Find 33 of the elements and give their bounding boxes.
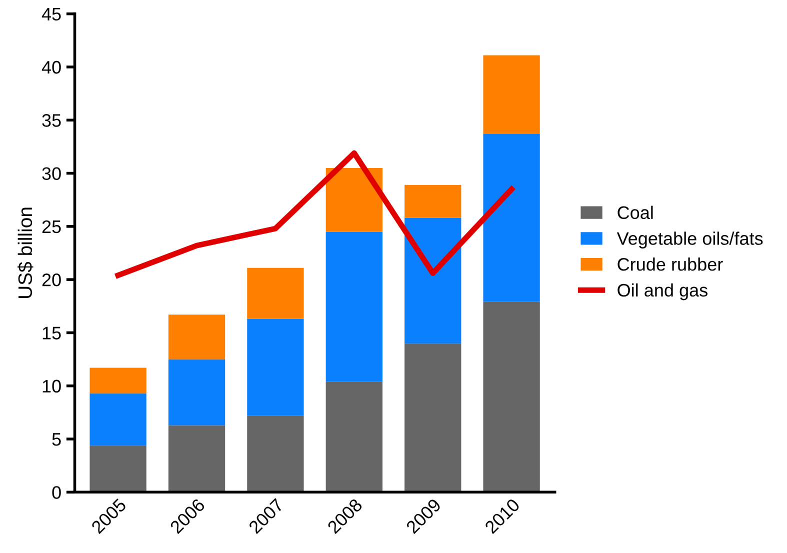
y-tick-label: 15 — [42, 326, 61, 340]
legend-label: Oil and gas — [618, 283, 708, 300]
y-tick-label: 25 — [42, 220, 61, 234]
bar — [404, 343, 462, 492]
y-tick-label: 10 — [42, 380, 61, 393]
bar — [90, 445, 146, 492]
bar — [247, 416, 304, 492]
legend-label: Vegetable oils/fats — [616, 232, 763, 248]
bar — [90, 393, 146, 446]
bar — [404, 184, 462, 218]
bar — [168, 359, 226, 426]
bar — [326, 232, 382, 382]
bar — [326, 168, 382, 232]
y-tick-label: 0 — [52, 486, 61, 499]
legend-label: Coal — [618, 206, 653, 220]
legend-label: Crude rubber — [618, 258, 723, 271]
y-tick-label: 35 — [42, 114, 61, 127]
y-tick-label: 40 — [42, 60, 61, 74]
bar — [168, 314, 226, 360]
bar — [90, 368, 146, 394]
y-tick-label: 45 — [42, 8, 61, 21]
y-tick-label: 5 — [52, 433, 61, 446]
bar — [483, 134, 540, 302]
bar — [168, 425, 226, 492]
y-axis-title: US$ billion — [18, 208, 34, 298]
bar — [483, 55, 540, 134]
y-tick-label: 20 — [42, 274, 61, 286]
bar — [326, 382, 382, 492]
y-tick-label: 30 — [42, 167, 61, 180]
bar — [483, 302, 540, 492]
bar — [404, 218, 462, 344]
bar — [247, 268, 304, 319]
bar — [247, 318, 304, 416]
